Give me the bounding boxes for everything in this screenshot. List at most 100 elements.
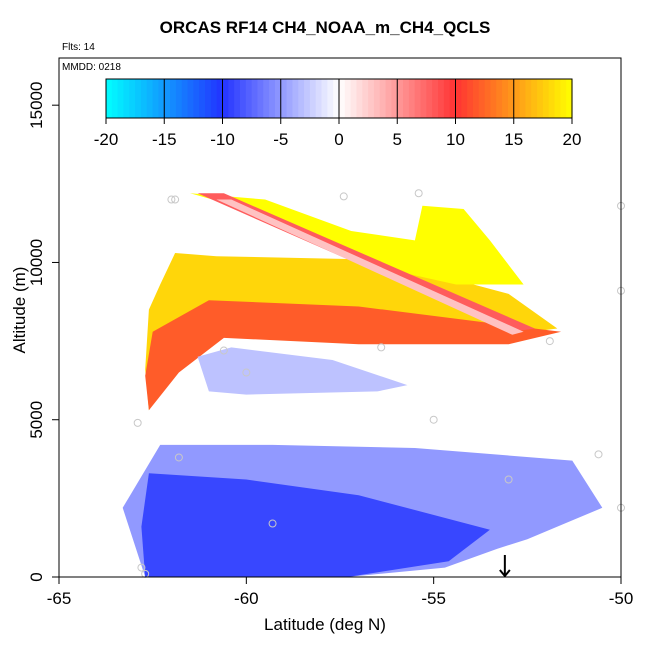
- colorbar-cell: [443, 79, 451, 118]
- colorbar-cell: [350, 79, 358, 118]
- colorbar-tick-label: -5: [273, 130, 288, 149]
- colorbar-cell: [269, 79, 276, 118]
- x-tick-label: -55: [421, 589, 446, 608]
- colorbar-cell: [502, 79, 509, 118]
- colorbar-cell: [368, 79, 375, 118]
- colorbar-cell: [344, 79, 352, 118]
- colorbar-cell: [239, 79, 247, 118]
- flight-point: [137, 563, 146, 572]
- arrow-head: [499, 569, 511, 578]
- flight-point: [171, 195, 180, 204]
- colorbar-cell: [426, 79, 433, 118]
- colorbar-cell: [467, 79, 474, 118]
- colorbar-cell: [490, 79, 497, 118]
- x-tick-label: -50: [609, 589, 634, 608]
- flight-point: [268, 519, 277, 528]
- colorbar-cell: [455, 79, 462, 118]
- colorbar-tick-label: -20: [94, 130, 119, 149]
- colorbar-cell: [432, 79, 439, 118]
- flight-point: [545, 337, 554, 346]
- colorbar-cell: [135, 79, 142, 118]
- colorbar-cell: [257, 79, 264, 118]
- y-tick-label: 5000: [27, 401, 46, 439]
- colorbar-cell: [216, 79, 224, 118]
- colorbar-cell: [478, 79, 486, 118]
- colorbar-cell: [181, 79, 189, 118]
- date-annotation: MMDD: 0218: [62, 62, 121, 73]
- colorbar-cell: [164, 79, 171, 118]
- colorbar-tick-label: -15: [152, 130, 177, 149]
- colorbar-cell: [309, 79, 317, 118]
- colorbar-cell: [461, 79, 468, 118]
- colorbar-cell: [397, 79, 404, 118]
- data-region: [141, 473, 490, 577]
- x-tick-label: -65: [47, 589, 72, 608]
- colorbar-cell: [222, 79, 229, 118]
- colorbar-cell: [245, 79, 253, 118]
- flights-annotation: Flts: 14: [62, 42, 95, 53]
- colorbar-cell: [210, 79, 218, 118]
- colorbar-cell: [484, 79, 492, 118]
- colorbar-cell: [537, 79, 544, 118]
- data-region: [197, 347, 408, 395]
- flight-point: [174, 453, 183, 462]
- colorbar-tick-label: 0: [334, 130, 343, 149]
- plot-area: [122, 189, 625, 578]
- colorbar-cell: [315, 79, 323, 118]
- colorbar-cell: [333, 79, 340, 118]
- flight-point: [377, 343, 386, 352]
- colorbar-cell: [251, 79, 259, 118]
- colorbar-cell: [379, 79, 387, 118]
- colorbar-tick-label: 15: [504, 130, 523, 149]
- colorbar-cell: [525, 79, 532, 118]
- colorbar-cell: [298, 79, 305, 118]
- colorbar-cell: [472, 79, 480, 118]
- colorbar-cell: [531, 79, 538, 118]
- data-region: [145, 300, 562, 411]
- flight-point: [133, 418, 142, 427]
- colorbar-cell: [420, 79, 427, 118]
- y-axis-label: Altitude (m): [10, 266, 29, 354]
- flight-point: [594, 450, 603, 459]
- colorbar-cell: [280, 79, 288, 118]
- colorbar-cell: [391, 79, 398, 118]
- colorbar-cell: [321, 79, 328, 118]
- y-tick-label: 10000: [27, 239, 46, 286]
- colorbar-cell: [507, 79, 515, 118]
- colorbar-cell: [554, 79, 561, 118]
- colorbar-cell: [327, 79, 334, 118]
- colorbar-cell: [339, 79, 346, 118]
- colorbar-cell: [274, 79, 282, 118]
- colorbar-cell: [193, 79, 200, 118]
- colorbar-cell: [146, 79, 154, 118]
- colorbar-cell: [129, 79, 136, 118]
- colorbar-cell: [170, 79, 177, 118]
- colorbar-cell: [228, 79, 235, 118]
- colorbar-tick-label: 10: [446, 130, 465, 149]
- colorbar-cell: [263, 79, 270, 118]
- colorbar-cell: [560, 79, 567, 118]
- colorbar-cell: [106, 79, 113, 118]
- colorbar-cell: [158, 79, 165, 118]
- colorbar-cell: [408, 79, 416, 118]
- flight-point: [219, 346, 228, 355]
- colorbar-cell: [513, 79, 521, 118]
- colorbar-cell: [304, 79, 311, 118]
- colorbar-cell: [548, 79, 556, 118]
- colorbar-cell: [205, 79, 212, 118]
- colorbar-frame: [105, 78, 573, 119]
- colorbar-tick-label: 20: [563, 130, 582, 149]
- flight-point: [339, 192, 348, 201]
- plot-frame: [58, 57, 622, 578]
- colorbar-cell: [414, 79, 422, 118]
- colorbar-cell: [362, 79, 369, 118]
- colorbar-cell: [286, 79, 293, 118]
- colorbar-cell: [199, 79, 206, 118]
- flight-point: [167, 195, 176, 204]
- colorbar-tick-label: 5: [393, 130, 402, 149]
- colorbar-cell: [385, 79, 393, 118]
- colorbar-cell: [373, 79, 381, 118]
- x-tick-label: -60: [234, 589, 259, 608]
